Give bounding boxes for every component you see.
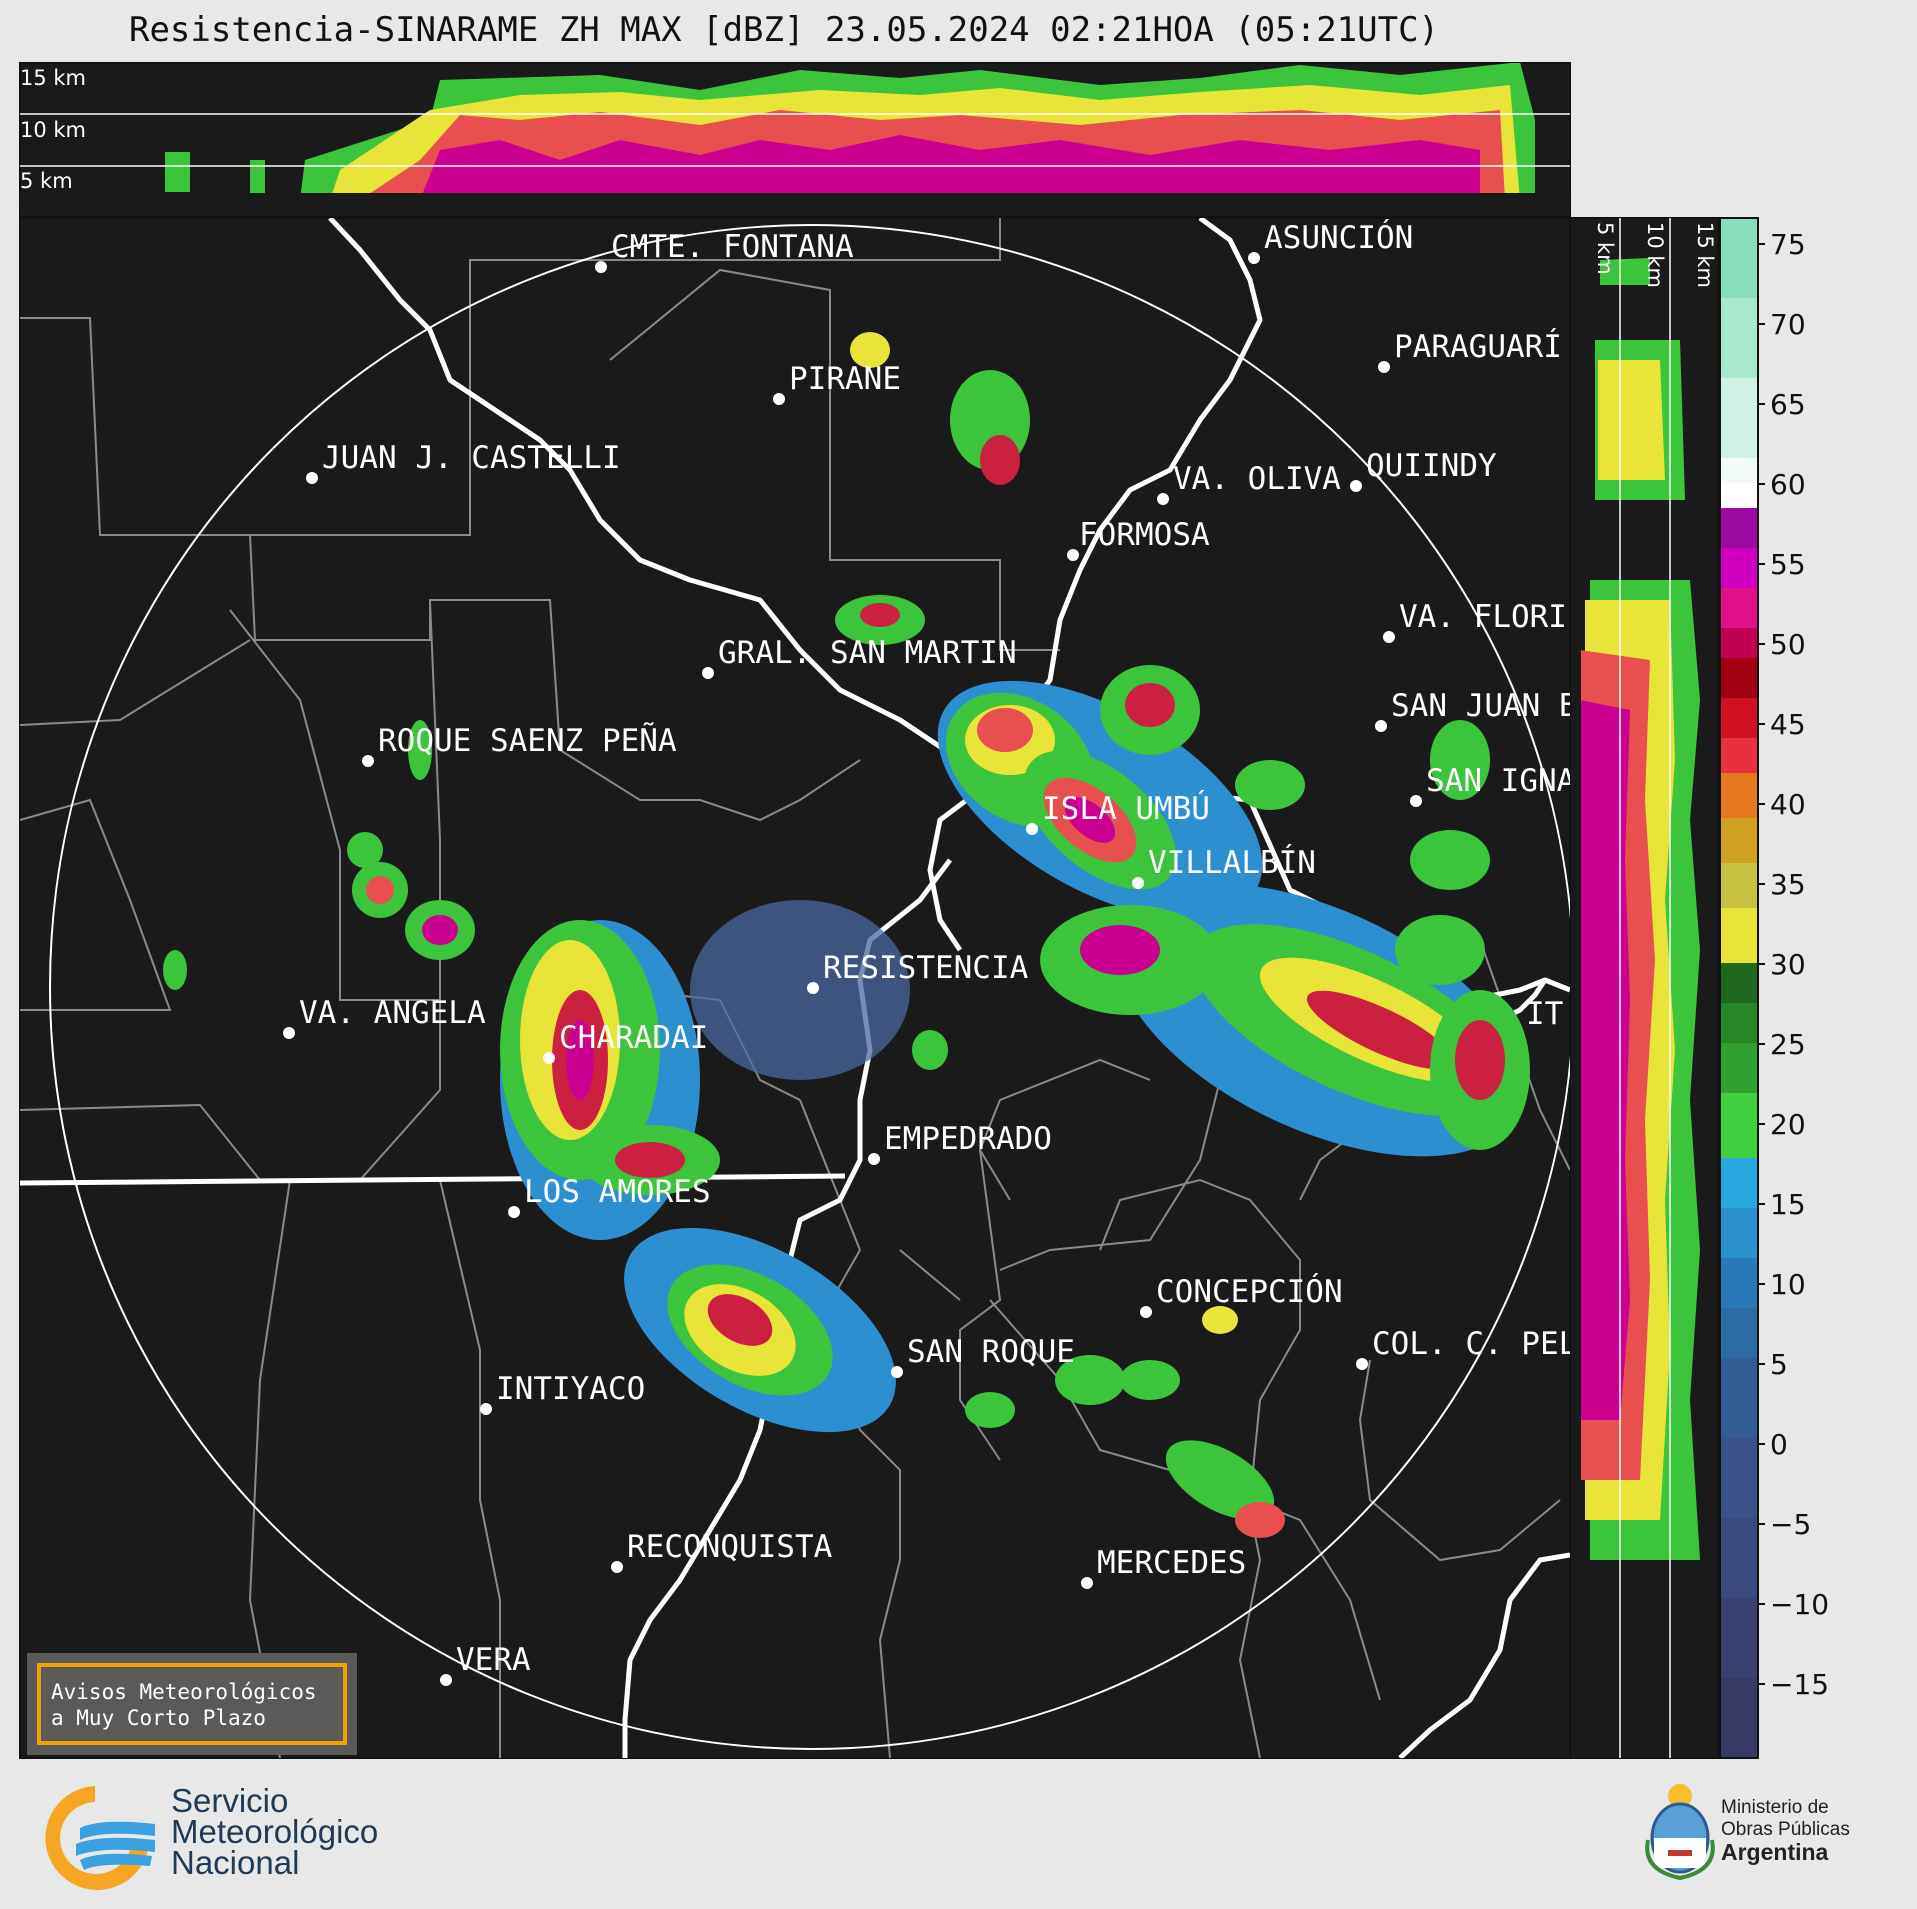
smn-logo-icon: [45, 1786, 155, 1890]
city-label-resistencia: RESISTENCIA: [823, 950, 1029, 986]
city-label-juan-j-castelli: JUAN J. CASTELLI: [322, 440, 621, 476]
city-label-paraguari: PARAGUARÍ: [1394, 329, 1562, 365]
city-label-san-igna: SAN IGNA: [1426, 763, 1576, 799]
smn-line-1: Servicio: [171, 1782, 289, 1819]
city-label-san-roque: SAN ROQUE: [907, 1334, 1075, 1370]
top-label-10km: 10 km: [20, 118, 86, 142]
city-label-roque-saenz-pena: ROQUE SAENZ PEÑA: [378, 723, 677, 759]
city-label-los-amores: LOS AMORES: [524, 1174, 711, 1210]
city-label-gral-san-martin: GRAL. SAN MARTIN: [718, 635, 1017, 671]
city-label-mercedes: MERCEDES: [1097, 1545, 1246, 1581]
smn-line-2: Meteorológico: [171, 1813, 379, 1850]
colorbar-tick-minus10: −10: [1770, 1588, 1829, 1621]
ministerio-line-3: Argentina: [1721, 1839, 1829, 1865]
colorbar-tick-30: 30: [1770, 948, 1806, 981]
city-label-isla-umbu: ISLA UMBÚ: [1042, 790, 1210, 827]
avisos-link-box[interactable]: Avisos Meteorológicos a Muy Corto Plazo: [27, 1653, 357, 1755]
colorbar-tick-0: 0: [1770, 1428, 1788, 1461]
map-title: Resistencia-SINARAME ZH MAX [dBZ] 23.05.…: [128, 10, 1440, 50]
city-label-vera: VERA: [456, 1642, 531, 1678]
ministerio-wordmark: Ministerio de Obras Públicas Argentina: [1721, 1797, 1850, 1865]
top-label-5km: 5 km: [20, 169, 73, 193]
city-label-col-c-pel: COL. C. PEL: [1372, 1326, 1577, 1362]
colorbar-tick-45: 45: [1770, 708, 1806, 741]
side-label-10km: 10 km: [1643, 222, 1667, 288]
precipitation-echoes: [163, 332, 1530, 1538]
city-label-asuncion: ASUNCIÓN: [1264, 219, 1413, 256]
top-label-15km: 15 km: [20, 66, 86, 90]
side-label-15km: 15 km: [1693, 222, 1717, 288]
city-markers: [283, 252, 1422, 1686]
city-label-reconquista: RECONQUISTA: [627, 1529, 833, 1565]
side-echo-profile: [1571, 218, 1700, 1758]
colorbar-tick-70: 70: [1770, 308, 1806, 341]
ground-clutter: [690, 900, 910, 1080]
city-labels: CMTE. FONTANA ASUNCIÓN PIRANE PARAGUARÍ …: [299, 219, 1578, 1678]
colorbar-tick-25: 25: [1770, 1028, 1806, 1061]
city-label-empedrado: EMPEDRADO: [884, 1121, 1052, 1157]
radar-map-panel: CMTE. FONTANA ASUNCIÓN PIRANE PARAGUARÍ …: [19, 217, 1578, 1759]
city-label-cmte-fontana: CMTE. FONTANA: [611, 229, 854, 265]
city-label-intiyaco: INTIYACO: [496, 1371, 645, 1407]
city-label-quiindy: QUIINDY: [1366, 448, 1497, 484]
smn-wordmark: Servicio Meteorológico Nacional: [171, 1782, 379, 1881]
colorbar-tick-65: 65: [1770, 388, 1806, 421]
ministerio-line-2: Obras Públicas: [1721, 1819, 1850, 1840]
colorbar-tick-75: 75: [1770, 228, 1806, 261]
radar-range-ring: [49, 224, 1570, 1750]
city-label-concepcion: CONCEPCIÓN: [1156, 1273, 1343, 1310]
avisos-line-1: Avisos Meteorológicos: [51, 1680, 317, 1704]
city-label-va-flori: VA. FLORI: [1399, 599, 1567, 635]
avisos-line-2: a Muy Corto Plazo: [51, 1706, 266, 1730]
colorbar-tick-minus5: −5: [1770, 1508, 1811, 1541]
colorbar-tick-55: 55: [1770, 548, 1806, 581]
city-label-it: IT: [1526, 996, 1563, 1032]
city-label-formosa: FORMOSA: [1079, 517, 1210, 553]
colorbar-tick-35: 35: [1770, 868, 1806, 901]
side-cross-section-panel: 5 km 10 km 15 km: [1570, 217, 1720, 1759]
city-label-va-angela: VA. ANGELA: [299, 995, 486, 1031]
city-label-villalbin: VILLALBÍN: [1148, 845, 1316, 881]
smn-line-3: Nacional: [171, 1844, 300, 1881]
colorbar-tick-40: 40: [1770, 788, 1806, 821]
city-label-charadai: CHARADAI: [559, 1020, 708, 1056]
colorbar-tick-5: 5: [1770, 1348, 1788, 1381]
argentina-coat-of-arms-icon: [1645, 1784, 1715, 1880]
dbz-colorbar: 75 70 65 60 55 50 45 40 35 30 25 20 15 1…: [1719, 217, 1829, 1759]
city-label-va-oliva: VA. OLIVA: [1173, 461, 1341, 497]
ministerio-line-1: Ministerio de: [1721, 1797, 1829, 1818]
colorbar-tick-20: 20: [1770, 1108, 1806, 1141]
top-cross-section-panel: 15 km 10 km 5 km: [19, 62, 1571, 218]
colorbar-tick-50: 50: [1770, 628, 1806, 661]
city-label-pirane: PIRANE: [789, 361, 901, 397]
city-label-san-juan-b: SAN JUAN B: [1391, 688, 1578, 724]
colorbar-tick-60: 60: [1770, 468, 1806, 501]
side-label-5km: 5 km: [1593, 222, 1617, 275]
colorbar-tick-minus15: −15: [1770, 1668, 1829, 1701]
colorbar-tick-10: 10: [1770, 1268, 1806, 1301]
colorbar-tick-15: 15: [1770, 1188, 1806, 1221]
